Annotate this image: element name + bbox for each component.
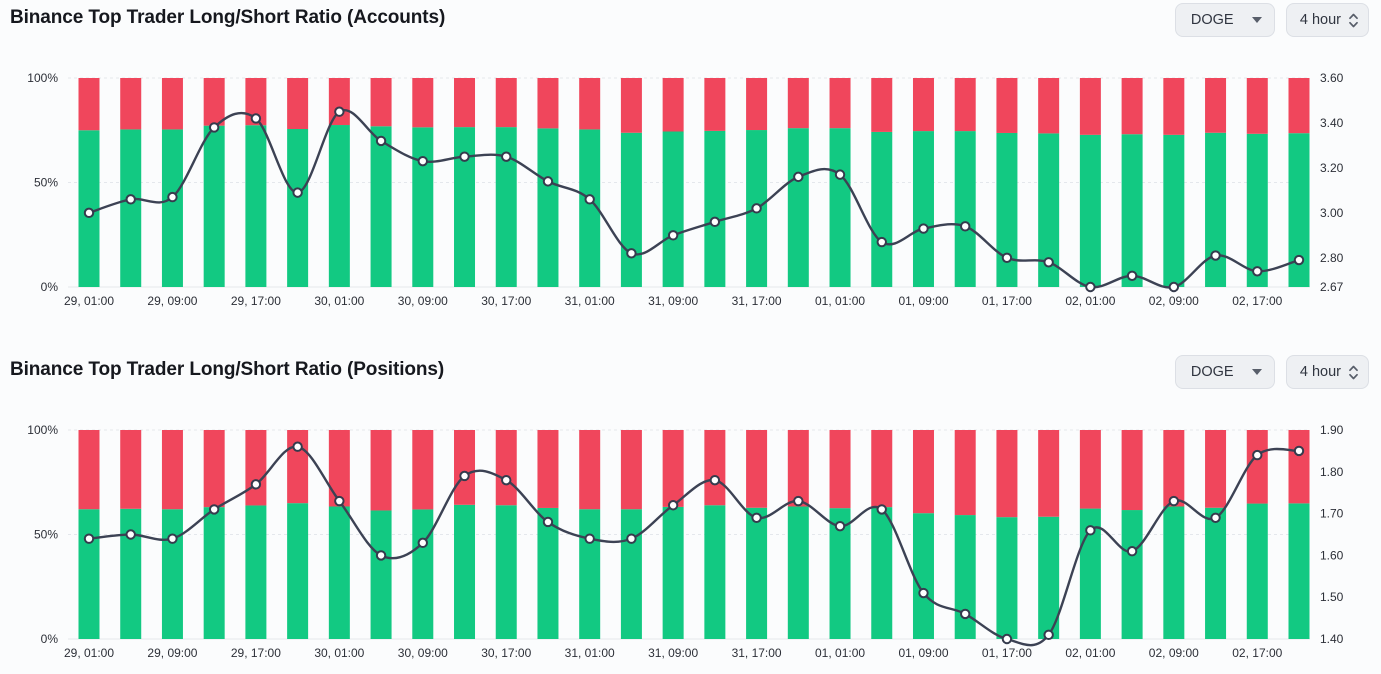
svg-text:30, 09:00: 30, 09:00 — [398, 646, 448, 660]
svg-text:1.70: 1.70 — [1320, 507, 1344, 521]
svg-text:29, 09:00: 29, 09:00 — [147, 294, 197, 308]
svg-text:01, 17:00: 01, 17:00 — [982, 294, 1032, 308]
chart-canvas-accounts: 100% 50% 0% 3.60 3.40 3.20 3.00 2.80 2.67 29, 01:… — [27, 71, 1344, 308]
svg-text:02, 09:00: 02, 09:00 — [1149, 646, 1199, 660]
interval-stepper-positions[interactable]: 4 hour — [1285, 355, 1369, 389]
svg-text:01, 09:00: 01, 09:00 — [898, 294, 948, 308]
svg-text:02, 01:00: 02, 01:00 — [1065, 646, 1115, 660]
svg-text:31, 09:00: 31, 09:00 — [648, 294, 698, 308]
svg-text:29, 17:00: 29, 17:00 — [231, 646, 281, 660]
controls-positions: DOGE 4 hour — [1174, 355, 1369, 389]
svg-text:01, 17:00: 01, 17:00 — [982, 646, 1032, 660]
controls-accounts: DOGE 4 hour — [1174, 3, 1369, 37]
interval-stepper-value: 4 hour — [1299, 364, 1341, 380]
svg-text:29, 01:00: 29, 01:00 — [64, 294, 114, 308]
svg-text:01, 01:00: 01, 01:00 — [815, 294, 865, 308]
svg-text:31, 09:00: 31, 09:00 — [648, 646, 698, 660]
svg-text:29, 17:00: 29, 17:00 — [231, 294, 281, 308]
svg-text:30, 17:00: 30, 17:00 — [481, 646, 531, 660]
svg-text:3.00: 3.00 — [1320, 206, 1344, 220]
chart-title-positions: Binance Top Trader Long/Short Ratio (Pos… — [10, 359, 445, 380]
svg-text:30, 01:00: 30, 01:00 — [314, 294, 364, 308]
svg-text:1.60: 1.60 — [1320, 548, 1344, 562]
caret-down-icon — [1251, 369, 1262, 375]
svg-text:31, 01:00: 31, 01:00 — [565, 646, 615, 660]
svg-text:1.80: 1.80 — [1320, 465, 1344, 479]
svg-text:100%: 100% — [27, 71, 58, 85]
svg-text:2.80: 2.80 — [1320, 251, 1344, 265]
svg-text:0%: 0% — [41, 280, 59, 294]
svg-text:31, 01:00: 31, 01:00 — [565, 294, 615, 308]
svg-text:01, 01:00: 01, 01:00 — [815, 646, 865, 660]
interval-stepper-value: 4 hour — [1299, 12, 1341, 28]
chart-canvas-positions: 100% 50% 0% 1.90 1.80 1.70 1.60 1.50 1.40 29, 01:… — [27, 423, 1344, 660]
svg-text:29, 01:00: 29, 01:00 — [64, 646, 114, 660]
svg-text:50%: 50% — [34, 176, 58, 190]
svg-text:29, 09:00: 29, 09:00 — [147, 646, 197, 660]
svg-text:02, 17:00: 02, 17:00 — [1232, 646, 1282, 660]
svg-text:100%: 100% — [27, 423, 58, 437]
svg-text:30, 01:00: 30, 01:00 — [314, 646, 364, 660]
symbol-dropdown-value: DOGE — [1190, 364, 1234, 380]
svg-text:1.90: 1.90 — [1320, 423, 1344, 437]
symbol-dropdown-positions[interactable]: DOGE — [1174, 355, 1275, 389]
svg-text:3.60: 3.60 — [1320, 71, 1344, 85]
svg-text:3.20: 3.20 — [1320, 161, 1344, 175]
caret-down-icon — [1251, 17, 1262, 23]
svg-text:1.50: 1.50 — [1320, 590, 1344, 604]
svg-text:3.40: 3.40 — [1320, 116, 1344, 130]
symbol-dropdown-value: DOGE — [1190, 12, 1234, 28]
interval-stepper-accounts[interactable]: 4 hour — [1285, 3, 1369, 37]
chevron-up-down-icon — [1349, 13, 1358, 27]
svg-text:2.67: 2.67 — [1320, 280, 1344, 294]
svg-text:50%: 50% — [34, 528, 58, 542]
chart-title-accounts: Binance Top Trader Long/Short Ratio (Acc… — [10, 7, 446, 28]
svg-text:31, 17:00: 31, 17:00 — [732, 294, 782, 308]
svg-text:30, 09:00: 30, 09:00 — [398, 294, 448, 308]
symbol-dropdown-accounts[interactable]: DOGE — [1174, 3, 1275, 37]
svg-text:02, 01:00: 02, 01:00 — [1065, 294, 1115, 308]
svg-text:0%: 0% — [41, 632, 59, 646]
chevron-up-down-icon — [1349, 365, 1358, 379]
svg-text:02, 17:00: 02, 17:00 — [1232, 294, 1282, 308]
svg-text:31, 17:00: 31, 17:00 — [732, 646, 782, 660]
svg-text:1.40: 1.40 — [1320, 632, 1344, 646]
svg-text:02, 09:00: 02, 09:00 — [1149, 294, 1199, 308]
svg-text:01, 09:00: 01, 09:00 — [898, 646, 948, 660]
svg-text:30, 17:00: 30, 17:00 — [481, 294, 531, 308]
